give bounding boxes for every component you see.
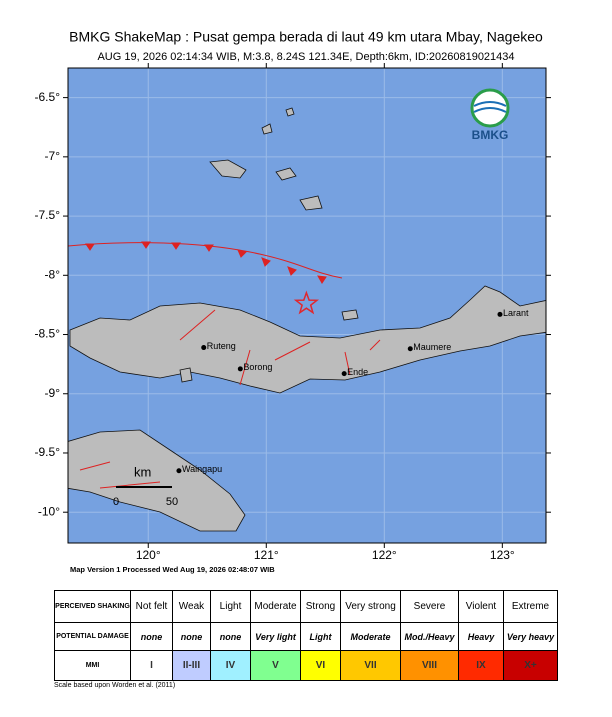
faults — [68, 241, 381, 489]
legend-mmi: I — [130, 650, 173, 681]
flores — [69, 285, 546, 394]
island — [285, 107, 295, 117]
island — [275, 167, 297, 181]
lon-tick-label: 122° — [372, 548, 397, 562]
legend-damage: Mod./Heavy — [400, 622, 459, 651]
legend-shaking: Moderate — [250, 590, 301, 623]
island — [261, 123, 273, 135]
lat-tick-label: -8.5° — [35, 327, 61, 341]
legend-damage: Light — [300, 622, 341, 651]
frame — [67, 67, 547, 544]
legend-shaking: Light — [210, 590, 251, 623]
lat-tick-label: -7° — [45, 149, 61, 163]
lon-tick-label: 120° — [136, 548, 161, 562]
legend-shaking: Violent — [458, 590, 504, 623]
legend-damage: Moderate — [340, 622, 401, 651]
map-title: BMKG ShakeMap : Pusat gempa berada di la… — [69, 29, 543, 45]
legend-shaking: Not felt — [130, 590, 173, 623]
legend-shaking: Very strong — [340, 590, 401, 623]
lon-tick-label: 123° — [490, 548, 515, 562]
lat-tick-label: -6.5° — [35, 90, 61, 104]
place-label: Ruteng — [207, 341, 236, 351]
lon-tick-label: 121° — [254, 548, 279, 562]
sumba — [68, 429, 246, 532]
place-marker — [176, 468, 182, 474]
legend-shaking: Severe — [400, 590, 459, 623]
mmi-legend: PERCEIVED SHAKING Not felt Weak Light Modera… — [54, 590, 558, 681]
island — [209, 159, 247, 179]
land — [68, 107, 546, 532]
place-label: Ende — [347, 367, 368, 377]
lat-tick-label: -7.5° — [35, 208, 61, 222]
fault-line — [79, 309, 381, 489]
logo: BMKG — [470, 88, 510, 142]
map-subtitle: AUG 19, 2026 02:14:34 WIB, M:3.8, 8.24S … — [97, 51, 514, 63]
scale-unit: km — [134, 464, 151, 479]
legend-mmi: VII — [340, 650, 401, 681]
legend-mmi: X+ — [503, 650, 558, 681]
legend-mmi: II-III — [172, 650, 211, 681]
legend-damage: none — [210, 622, 251, 651]
place-marker — [237, 366, 243, 372]
island — [179, 367, 193, 383]
row-label: POTENTIAL DAMAGE — [54, 622, 131, 651]
version-note: Map Version 1 Processed Wed Aug 19, 2026… — [70, 565, 275, 574]
place-marker — [201, 345, 207, 351]
trench-teeth — [85, 241, 327, 284]
place-label: Waingapu — [182, 464, 222, 474]
legend-shaking: Weak — [172, 590, 211, 623]
scale-bar: km 0 50 — [113, 464, 178, 507]
lat-tick-label: -8° — [45, 267, 61, 281]
row-label: MMI — [54, 650, 131, 681]
legend-damage: none — [130, 622, 173, 651]
row-label: PERCEIVED SHAKING — [54, 590, 131, 623]
place-label: Larant — [503, 308, 529, 318]
lat-tick-label: -10° — [38, 504, 60, 518]
scale-note: Scale based upon Worden et al. (2011) — [54, 682, 176, 689]
scale-label: 50 — [166, 496, 178, 508]
legend-damage: Very heavy — [503, 622, 558, 651]
legend-mmi: VIII — [400, 650, 459, 681]
epicenter — [293, 290, 320, 315]
legend-mmi: IV — [210, 650, 251, 681]
legend-mmi: IX — [458, 650, 504, 681]
place-label: Maumere — [413, 342, 451, 352]
logo-text: BMKG — [472, 128, 509, 142]
legend-damage: Very light — [250, 622, 301, 651]
place-marker — [497, 311, 503, 317]
place-marker — [341, 371, 347, 377]
place-label: Borong — [243, 362, 272, 372]
legend-shaking: Extreme — [503, 590, 558, 623]
shakemap: BMKG ShakeMap : Pusat gempa berada di la… — [35, 29, 551, 574]
legend-damage: Heavy — [458, 622, 504, 651]
legend-damage: none — [172, 622, 211, 651]
island — [341, 309, 359, 321]
legend-shaking: Strong — [300, 590, 341, 623]
lat-tick-label: -9.5° — [35, 445, 61, 459]
legend-mmi: V — [250, 650, 301, 681]
island — [299, 195, 323, 211]
scale-label: 0 — [113, 496, 119, 508]
place-marker — [407, 346, 413, 352]
lat-tick-label: -9° — [45, 386, 61, 400]
legend-mmi: VI — [300, 650, 341, 681]
